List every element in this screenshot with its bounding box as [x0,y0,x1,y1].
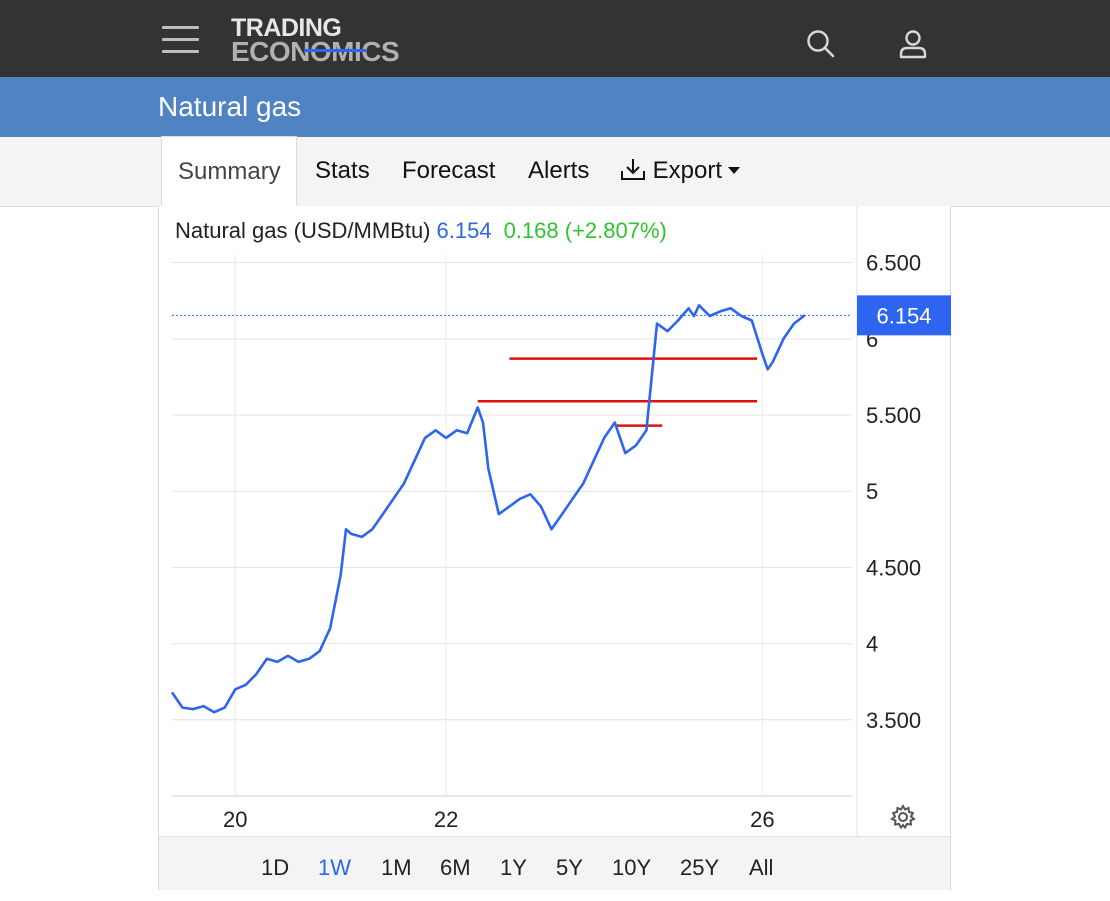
range-5y[interactable]: 5Y [556,855,583,880]
chevron-down-icon [728,166,741,174]
tab-summary-label: Summary [178,158,281,185]
tab-forecast[interactable]: Forecast [402,157,496,184]
instrument-name: Natural gas (USD/MMBtu) [175,218,431,243]
quote-change: 0.168 (+2.807%) [503,218,667,243]
user-icon[interactable] [897,28,929,60]
active-range-indicator [304,49,366,52]
range-1m[interactable]: 1M [381,855,412,880]
tab-export-label: Export [652,157,723,184]
settings-icon[interactable] [889,803,917,831]
range-1d[interactable]: 1D [261,855,290,880]
range-1y[interactable]: 1Y [500,855,527,880]
search-icon[interactable] [806,28,836,60]
tab-bar: Summary Stats Forecast Alerts Export [0,136,1110,207]
trading-economics-logo[interactable]: TRADING ECONOMICS [231,14,400,66]
page-title: Natural gas [158,91,302,122]
range-all[interactable]: All [749,855,774,880]
tab-alerts[interactable]: Alerts [528,157,590,184]
quote-header: Natural gas (USD/MMBtu) 6.154 0.168 (+2.80… [175,218,667,244]
range-1w[interactable]: 1W [318,855,351,880]
quote-price: 6.154 [436,218,492,243]
download-icon [621,159,645,180]
tab-stats[interactable]: Stats [315,157,370,184]
tab-export[interactable]: Export [620,157,741,185]
title-bar: Natural gas [0,77,1110,137]
range-selector: 1D 1W 1M 6M 1Y 5Y 10Y 25Y All [159,836,950,890]
range-6m[interactable]: 6M [440,855,471,880]
chart-container [158,206,951,890]
hamburger-menu-icon[interactable] [162,26,200,56]
range-10y[interactable]: 10Y [612,855,652,880]
top-navigation-bar: TRADING ECONOMICS [0,0,1110,77]
tab-summary[interactable]: Summary [161,136,297,207]
logo-line-1: TRADING [231,14,342,42]
range-25y[interactable]: 25Y [680,855,720,880]
